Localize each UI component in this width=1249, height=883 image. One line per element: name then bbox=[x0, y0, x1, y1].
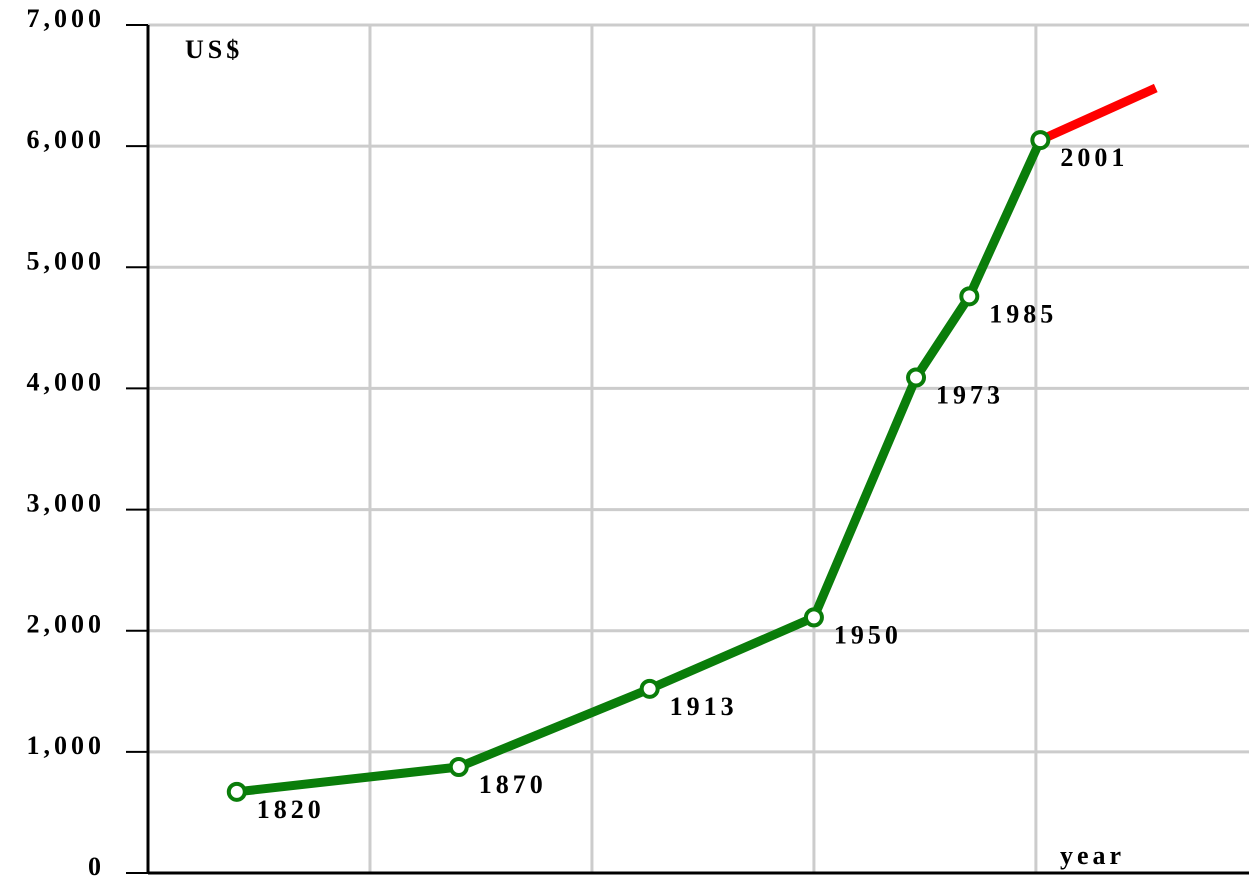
y-tick-label: 5,000 bbox=[27, 246, 106, 275]
point-label: 1913 bbox=[670, 692, 738, 721]
data-point bbox=[959, 286, 980, 307]
point-label: 1950 bbox=[834, 620, 902, 649]
data-point bbox=[448, 757, 469, 777]
point-label: 1820 bbox=[257, 795, 325, 824]
y-tick-label: 0 bbox=[88, 852, 105, 881]
projection-line bbox=[1038, 83, 1158, 145]
data-line bbox=[236, 138, 1045, 797]
point-label: 1973 bbox=[936, 380, 1004, 409]
point-label: 1870 bbox=[479, 770, 547, 799]
x-axis-label: year bbox=[1060, 841, 1125, 870]
point-label: 2001 bbox=[1060, 143, 1128, 172]
point-label: 1985 bbox=[989, 299, 1057, 328]
y-tick-label: 6,000 bbox=[27, 125, 106, 154]
data-point bbox=[803, 607, 824, 628]
y-tick-label: 1,000 bbox=[27, 731, 106, 760]
data-point bbox=[906, 367, 927, 388]
y-tick-label: 2,000 bbox=[27, 610, 106, 639]
y-tick-label: 3,000 bbox=[27, 489, 106, 518]
y-tick-label: 4,000 bbox=[27, 367, 106, 396]
data-point bbox=[1030, 130, 1051, 151]
y-tick-label: 7,000 bbox=[27, 4, 106, 33]
y-axis-label: US$ bbox=[185, 35, 243, 64]
data-point bbox=[226, 781, 247, 802]
data-point bbox=[639, 678, 660, 699]
